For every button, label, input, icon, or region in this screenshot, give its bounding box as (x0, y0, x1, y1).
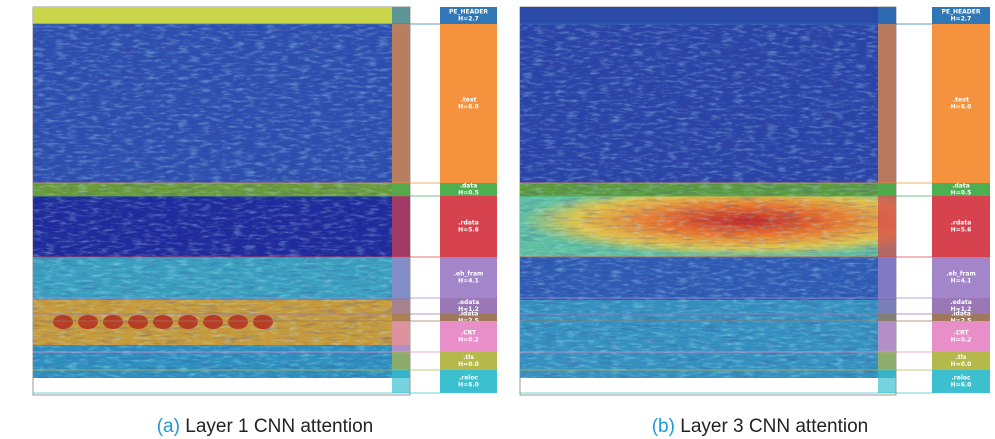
section-overlay (878, 321, 896, 352)
section-overlay (392, 24, 410, 183)
section-name: .text (953, 97, 969, 104)
section-entropy: H=0.0 (458, 361, 479, 368)
caption-text: Layer 1 CNN attention (185, 416, 373, 437)
hotspot (128, 315, 148, 329)
panel: PE_HEADERH=2.7.textH=6.0.dataH=0.5.rdata… (33, 7, 497, 437)
section-name: PE_HEADER (942, 9, 981, 16)
section-overlay (878, 24, 896, 183)
section-entropy: H=4.1 (458, 278, 479, 285)
section-entropy: H=0.5 (951, 190, 972, 197)
heatmap-band (33, 7, 410, 24)
section-name: .edata (458, 299, 480, 306)
hotspot (178, 315, 198, 329)
section-overlay (878, 257, 896, 298)
section-name: .rdata (951, 220, 972, 227)
section-name: .reloc (459, 375, 478, 382)
section-entropy: H=6.0 (951, 382, 972, 389)
section-entropy: H=0.2 (458, 337, 479, 344)
section-entropy: H=0.5 (458, 190, 479, 197)
heatmap-band (520, 7, 896, 24)
section-overlay (392, 370, 410, 393)
hotspot (253, 315, 273, 329)
section-overlay (878, 370, 896, 393)
section-overlay (392, 257, 410, 298)
hotspot (228, 315, 248, 329)
section-overlay (392, 183, 410, 196)
caption-text: Layer 3 CNN attention (680, 416, 868, 437)
hotspot (203, 315, 223, 329)
section-entropy: H=2.7 (951, 16, 972, 23)
section-entropy: H=6.0 (951, 104, 972, 111)
caption: (a) Layer 1 CNN attention (157, 416, 374, 437)
hotspot (103, 315, 123, 329)
hotspot (78, 315, 98, 329)
section-overlay (878, 298, 896, 314)
section-overlay (878, 196, 896, 257)
section-overlay (878, 183, 896, 196)
section-overlay (392, 352, 410, 370)
section-entropy: H=0.0 (951, 361, 972, 368)
section-overlay (878, 314, 896, 321)
section-name: .tls (956, 354, 967, 361)
section-name: PE_HEADER (449, 9, 488, 16)
hotspot (53, 315, 73, 329)
section-name: .idata (951, 311, 971, 318)
section-name: .CRT (953, 330, 969, 337)
section-name: .rdata (458, 220, 479, 227)
caption-label: (b) (652, 416, 675, 437)
section-name: .eh_fram (454, 271, 484, 278)
hotspot (153, 315, 173, 329)
section-overlay (392, 314, 410, 321)
caption: (b) Layer 3 CNN attention (652, 416, 869, 437)
section-overlay (878, 7, 896, 24)
section-overlay (878, 352, 896, 370)
section-name: .eh_fram (946, 271, 976, 278)
section-name: .data (460, 183, 478, 190)
section-overlay (392, 196, 410, 257)
section-entropy: H=5.6 (951, 227, 972, 234)
section-name: .CRT (461, 330, 477, 337)
caption-label: (a) (157, 416, 180, 437)
section-name: .idata (459, 311, 479, 318)
figure: PE_HEADERH=2.7.textH=6.0.dataH=0.5.rdata… (0, 0, 995, 439)
section-name: .text (461, 97, 477, 104)
section-entropy: H=0.2 (951, 337, 972, 344)
section-entropy: H=5.6 (458, 227, 479, 234)
section-name: .data (952, 183, 970, 190)
section-overlay (392, 298, 410, 314)
heatmap-texture (520, 24, 878, 378)
section-name: .tls (463, 354, 474, 361)
section-entropy: H=6.0 (458, 104, 479, 111)
section-entropy: H=2.7 (458, 16, 479, 23)
section-entropy: H=4.1 (951, 278, 972, 285)
section-name: .edata (950, 299, 972, 306)
section-overlay (392, 7, 410, 24)
section-entropy: H=6.0 (458, 382, 479, 389)
section-overlay (392, 321, 410, 352)
panel: PE_HEADERH=2.7.textH=6.0.dataH=0.5.rdata… (520, 7, 990, 437)
section-name: .reloc (951, 375, 970, 382)
